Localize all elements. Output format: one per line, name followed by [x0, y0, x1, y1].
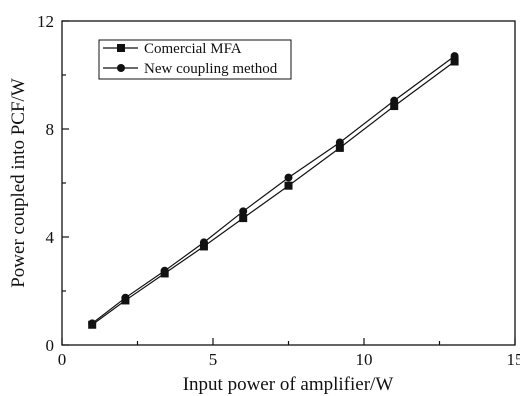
- legend-marker-circle: [117, 64, 125, 72]
- y-tick-label: 4: [46, 228, 55, 247]
- data-point-new-coupling-method: [239, 207, 248, 216]
- data-point-new-coupling-method: [199, 238, 208, 247]
- series-line-comercial-mfa: [91, 61, 455, 326]
- legend-label-new-coupling-method: New coupling method: [144, 61, 278, 77]
- x-tick-label: 5: [209, 350, 218, 369]
- data-point-new-coupling-method: [284, 173, 293, 182]
- data-point-comercial-mfa: [199, 242, 208, 251]
- data-point-new-coupling-method: [450, 52, 459, 61]
- data-point-comercial-mfa: [284, 181, 293, 190]
- data-point-comercial-mfa: [239, 214, 248, 223]
- ticks: 0 5 10 15 0 4 8 12: [37, 12, 520, 369]
- y-tick-label: 12: [37, 12, 54, 31]
- x-tick-label: 15: [507, 350, 520, 369]
- data-point-new-coupling-method: [121, 293, 130, 302]
- data-point-comercial-mfa: [335, 143, 344, 152]
- data-point-new-coupling-method: [88, 319, 97, 328]
- series-layer: [88, 52, 459, 329]
- x-tick-label: 0: [58, 350, 67, 369]
- x-axis-title: Input power of amplifier/W: [183, 374, 394, 395]
- legend: Comercial MFA New coupling method: [98, 39, 292, 80]
- series-line-new-coupling-method: [91, 55, 455, 324]
- legend-marker-square: [117, 44, 125, 52]
- data-point-new-coupling-method: [335, 138, 344, 147]
- y-tick-label: 0: [46, 336, 55, 355]
- y-axis-title: Power coupled into PCF/W: [8, 78, 29, 288]
- data-point-new-coupling-method: [160, 266, 169, 275]
- data-point-new-coupling-method: [390, 96, 399, 105]
- data-point-comercial-mfa: [450, 57, 459, 66]
- data-point-comercial-mfa: [390, 102, 399, 111]
- legend-box: [98, 39, 292, 80]
- x-tick-label: 10: [356, 350, 373, 369]
- legend-label-comercial-mfa: Comercial MFA: [144, 41, 242, 57]
- y-tick-label: 8: [46, 120, 55, 139]
